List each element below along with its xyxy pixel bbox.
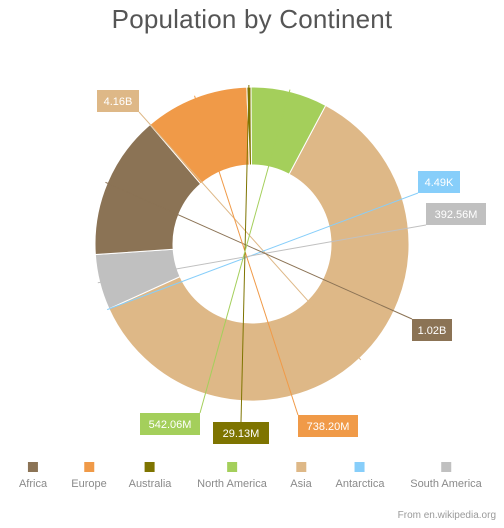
legend-label: North America <box>197 478 267 490</box>
data-label-box <box>298 415 358 437</box>
legend-label: Europe <box>71 478 107 490</box>
slices-layer <box>94 86 410 402</box>
data-labels-layer: 4.16B 4.49K 392.56M 1.02B 738.20M 29.13M 542.0… <box>97 90 486 444</box>
legend-item-europe[interactable]: Europe <box>71 462 107 490</box>
slice-asia[interactable] <box>108 104 410 402</box>
legend-item-asia[interactable]: Asia <box>290 462 312 490</box>
data-label-africa: 1.02B <box>412 319 452 341</box>
legend-label: Australia <box>128 478 172 490</box>
leader-line-antarctica <box>107 192 419 311</box>
leader-line-asia <box>138 111 362 361</box>
legend: Africa Europe Australia North America Asia An… <box>0 462 504 498</box>
data-label-box <box>97 90 139 112</box>
data-label-text: 1.02B <box>418 325 447 337</box>
slice-north-america[interactable] <box>250 86 327 175</box>
data-label-box <box>426 203 486 225</box>
leader-line-australia <box>240 85 250 423</box>
data-label-south-america: 392.56M <box>426 203 486 225</box>
data-label-europe: 738.20M <box>298 415 358 437</box>
slice-africa[interactable] <box>94 123 202 256</box>
chart-title: Population by Continent <box>111 4 393 34</box>
data-label-box <box>213 422 269 444</box>
legend-swatch <box>144 462 155 472</box>
legend-item-south-america[interactable]: South America <box>410 462 482 490</box>
legend-item-antarctica[interactable]: Antarctica <box>335 462 385 490</box>
leader-line-africa <box>105 181 413 320</box>
source-credit: From en.wikipedia.org <box>397 510 496 521</box>
legend-label: Africa <box>18 478 48 490</box>
data-label-box <box>418 171 460 193</box>
legend-swatch <box>28 462 38 472</box>
data-label-text: 4.49K <box>425 177 454 189</box>
legend-swatch <box>354 462 365 472</box>
legend-swatch <box>296 462 306 472</box>
data-label-box <box>140 413 200 435</box>
legend-label: Antarctica <box>335 478 385 490</box>
leader-line-north-america <box>199 89 291 414</box>
data-label-asia: 4.16B <box>97 90 139 112</box>
leader-line-south-america <box>97 224 427 284</box>
data-label-text: 392.56M <box>435 209 478 221</box>
legend-swatch <box>226 462 237 472</box>
data-label-text: 738.20M <box>307 421 350 433</box>
legend-label: South America <box>410 478 482 490</box>
leader-lines-layer <box>97 85 427 423</box>
legend-label: Asia <box>290 478 312 490</box>
legend-item-africa[interactable]: Africa <box>19 462 47 490</box>
data-label-text: 542.06M <box>149 419 192 431</box>
data-label-text: 29.13M <box>223 428 260 440</box>
data-label-box <box>412 319 452 341</box>
legend-swatch <box>83 462 94 472</box>
legend-item-australia[interactable]: Australia <box>128 462 172 490</box>
data-label-text: 4.16B <box>104 96 133 108</box>
data-label-australia: 29.13M <box>213 422 269 444</box>
leader-line-europe <box>194 95 299 416</box>
data-label-north-america: 542.06M <box>140 413 200 435</box>
legend-item-north-america[interactable]: North America <box>197 462 267 490</box>
legend-swatch <box>440 462 451 472</box>
data-label-antarctica: 4.49K <box>418 171 460 193</box>
